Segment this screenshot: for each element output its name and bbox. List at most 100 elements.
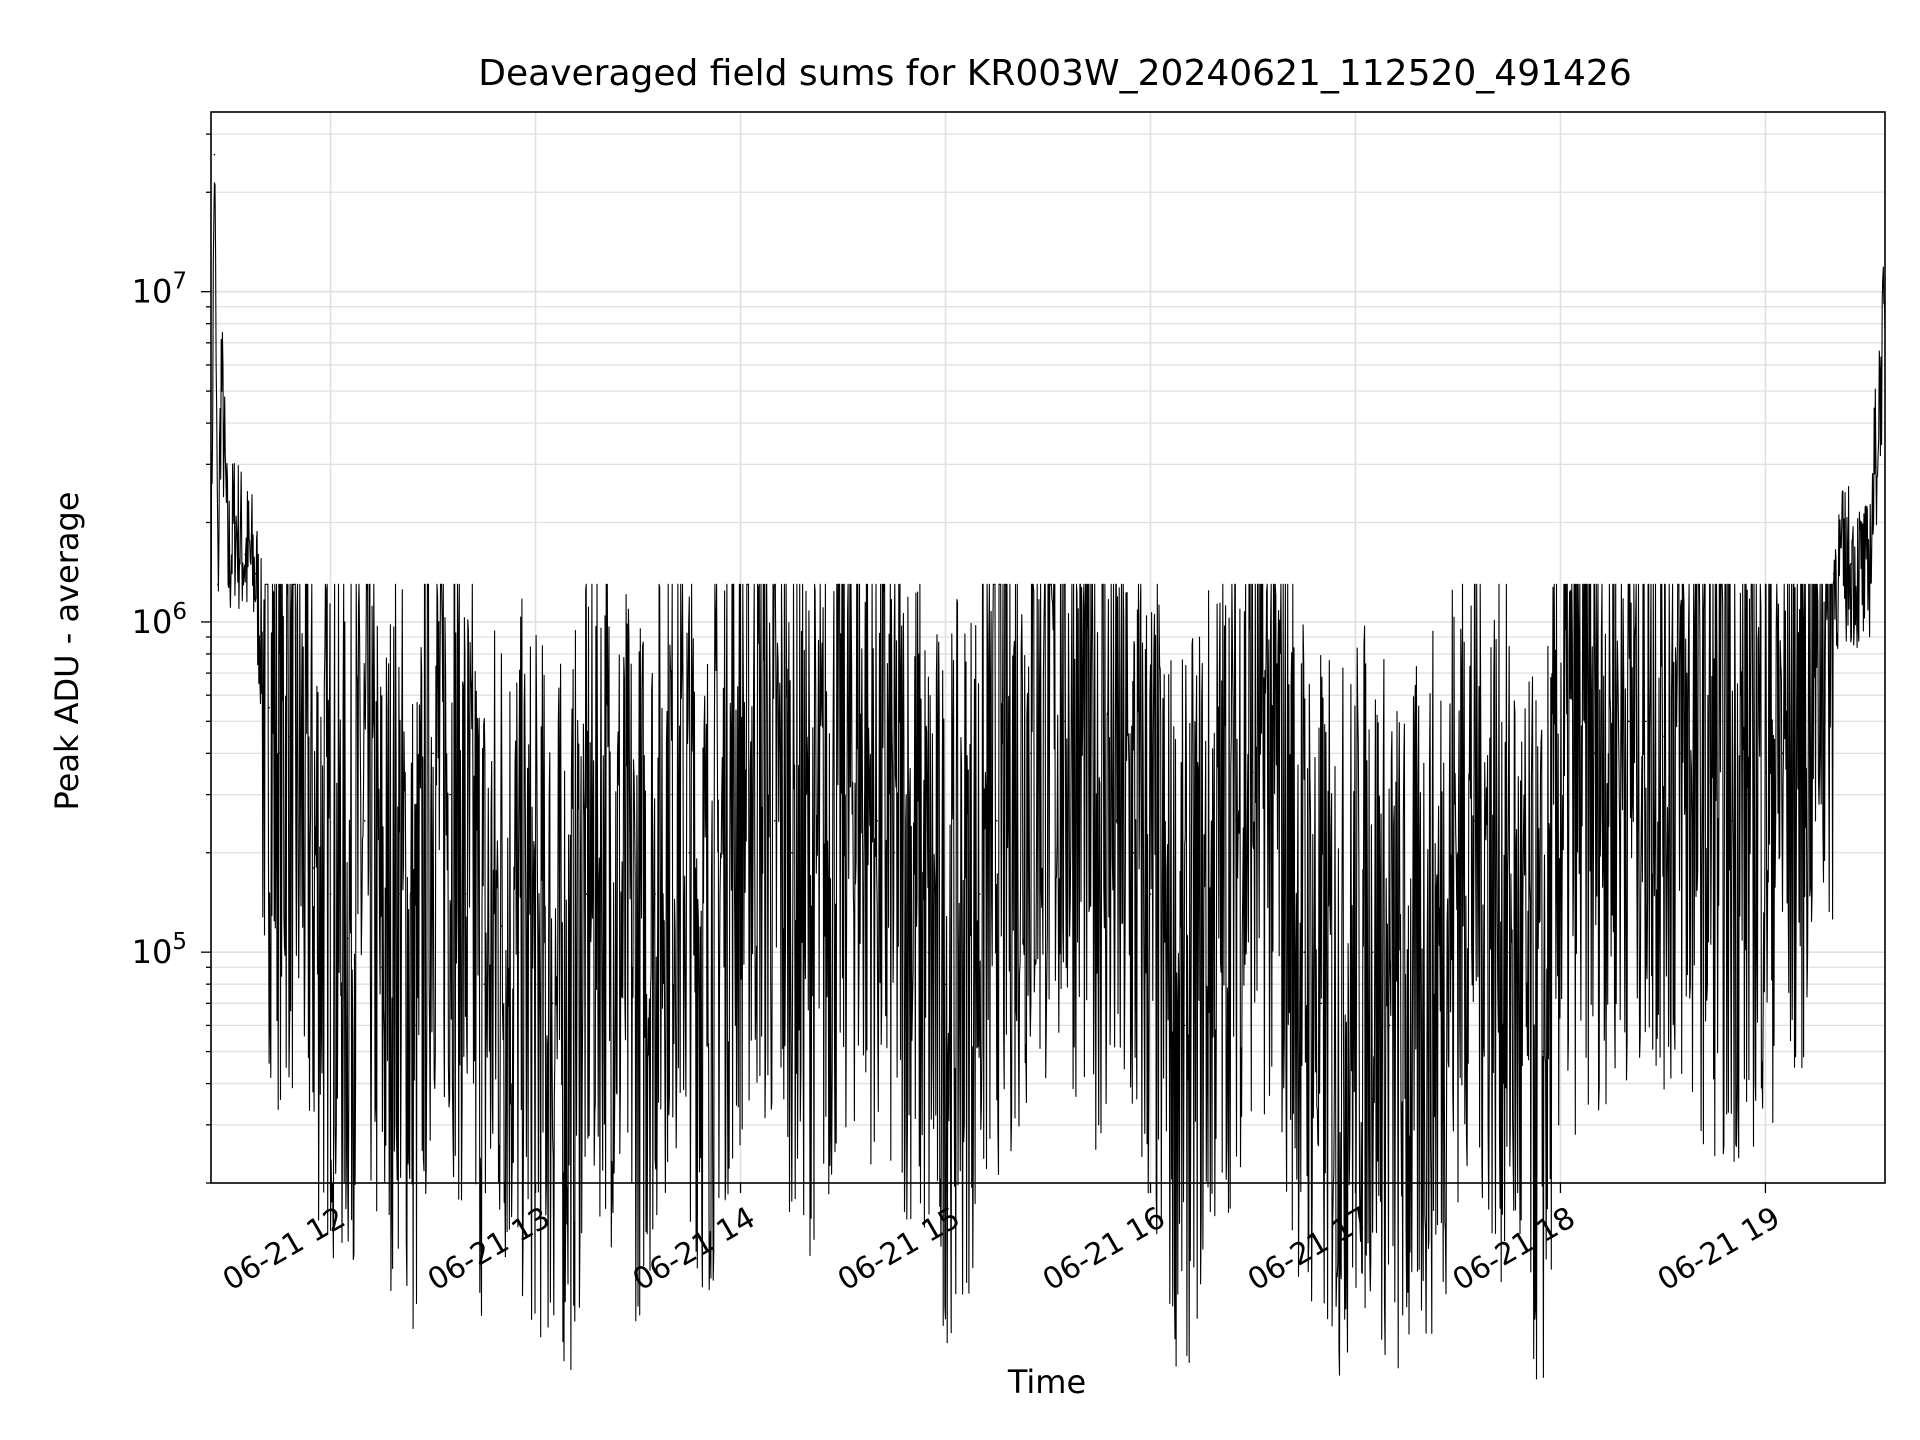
data-point bbox=[637, 966, 639, 969]
data-point bbox=[995, 819, 998, 822]
data-point bbox=[961, 951, 964, 953]
plot-frame bbox=[210, 111, 1886, 1184]
data-point bbox=[1303, 951, 1306, 953]
data-point bbox=[978, 893, 981, 895]
data-point bbox=[705, 966, 708, 969]
data-point bbox=[534, 983, 537, 985]
data-point bbox=[381, 966, 383, 969]
data-point bbox=[1235, 819, 1237, 822]
data-point bbox=[268, 706, 270, 709]
data-point bbox=[859, 771, 861, 774]
data-point bbox=[671, 793, 674, 796]
data-point bbox=[927, 951, 930, 953]
data-point bbox=[1388, 1024, 1391, 1027]
data-point bbox=[944, 983, 947, 985]
data-point bbox=[1064, 720, 1066, 723]
data-point bbox=[1713, 793, 1715, 796]
data-point bbox=[842, 793, 844, 796]
data-point bbox=[346, 937, 349, 940]
data-point bbox=[1422, 1002, 1425, 1005]
data-point bbox=[234, 521, 236, 524]
data-point bbox=[278, 752, 281, 755]
data-point bbox=[1781, 752, 1784, 755]
data-point bbox=[1491, 893, 1493, 895]
data-point bbox=[329, 893, 332, 895]
data-point bbox=[1030, 752, 1032, 755]
data-point bbox=[1679, 752, 1681, 755]
data-point bbox=[825, 867, 827, 869]
data-point bbox=[620, 925, 622, 927]
data-point bbox=[449, 793, 451, 796]
data-point bbox=[1149, 893, 1152, 895]
data-point bbox=[1696, 771, 1698, 774]
data-point bbox=[1013, 793, 1015, 796]
data-point bbox=[1645, 720, 1647, 723]
data-point bbox=[466, 893, 469, 895]
data-point bbox=[585, 893, 588, 895]
data-point bbox=[1593, 752, 1596, 755]
data-point bbox=[227, 562, 229, 565]
data-point bbox=[551, 1002, 554, 1005]
data-point bbox=[1627, 720, 1630, 723]
data-point bbox=[1269, 752, 1271, 755]
data-point bbox=[722, 851, 725, 854]
data-point bbox=[1132, 851, 1135, 854]
data-point bbox=[1610, 735, 1613, 738]
data-point bbox=[1457, 851, 1459, 854]
data-point bbox=[1662, 735, 1664, 738]
data-point bbox=[688, 851, 691, 854]
data-point bbox=[1098, 793, 1101, 796]
data-point bbox=[773, 819, 776, 822]
data-point bbox=[1337, 1024, 1340, 1027]
data-point bbox=[1115, 819, 1118, 822]
chart-title: Deaveraged field sums for KR003W_2024062… bbox=[478, 53, 1631, 94]
x-axis-label: Time bbox=[1007, 1363, 1086, 1401]
y-tick-label: 107 bbox=[132, 269, 187, 311]
data-point bbox=[1286, 851, 1288, 854]
data-point bbox=[254, 572, 257, 575]
data-point bbox=[217, 583, 219, 586]
data-point bbox=[808, 893, 810, 895]
data-point bbox=[603, 851, 605, 854]
data-point bbox=[1867, 583, 1869, 586]
data-point bbox=[790, 851, 793, 854]
data-point bbox=[1730, 819, 1733, 822]
data-point bbox=[220, 369, 223, 371]
data-series bbox=[210, 153, 1886, 1380]
data-point bbox=[1798, 735, 1801, 738]
data-point bbox=[1747, 793, 1750, 796]
data-point bbox=[739, 793, 742, 796]
data-point bbox=[295, 771, 298, 774]
data-point bbox=[1371, 951, 1374, 953]
data-point bbox=[1081, 752, 1083, 755]
data-point bbox=[1047, 735, 1049, 738]
data-point bbox=[1542, 1050, 1545, 1053]
data-point bbox=[1405, 1050, 1408, 1053]
data-point bbox=[1354, 983, 1357, 985]
data-point bbox=[876, 819, 878, 822]
data-point bbox=[1508, 951, 1511, 953]
data-point bbox=[1166, 983, 1169, 985]
y-tick-label: 105 bbox=[132, 929, 187, 971]
data-point bbox=[756, 752, 759, 755]
data-point bbox=[1559, 793, 1562, 796]
data-point bbox=[244, 553, 246, 556]
data-point bbox=[363, 819, 366, 822]
data-point bbox=[432, 752, 434, 755]
data-point bbox=[654, 893, 656, 895]
data-point bbox=[415, 1024, 417, 1027]
data-point bbox=[1815, 594, 1818, 597]
series-line bbox=[210, 182, 1886, 1380]
data-point bbox=[1850, 562, 1852, 565]
data-point bbox=[288, 735, 291, 738]
data-point bbox=[1576, 771, 1579, 774]
data-point bbox=[893, 851, 896, 854]
data-point bbox=[500, 925, 503, 927]
data-point bbox=[1880, 364, 1883, 366]
data-point bbox=[517, 951, 520, 953]
data-point bbox=[398, 893, 400, 895]
data-point bbox=[1525, 1024, 1528, 1027]
data-point bbox=[1183, 1024, 1186, 1027]
data-point bbox=[213, 153, 216, 156]
